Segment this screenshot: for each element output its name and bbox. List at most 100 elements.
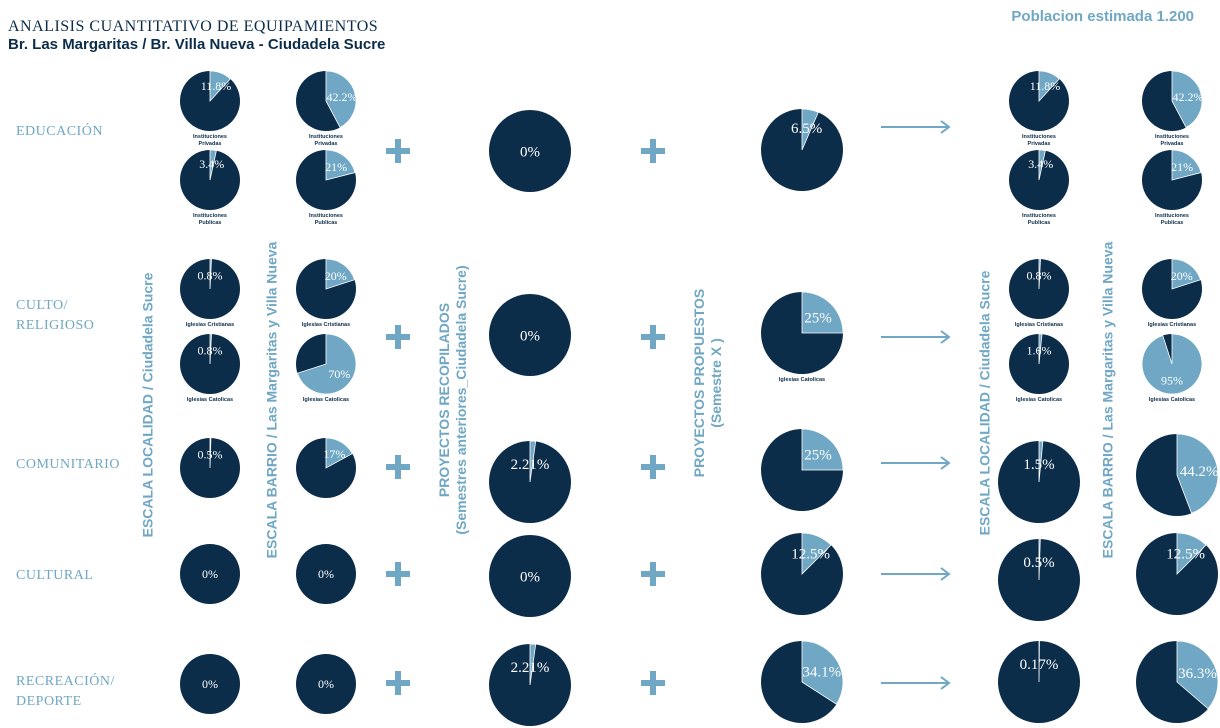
pie-value-label: 0.5%	[198, 448, 223, 462]
pie-caption: Iglesias Catolicas	[1137, 397, 1207, 404]
pie-value-label: 2.21%	[511, 457, 550, 473]
pie-chart: 2.21%	[487, 439, 573, 525]
pie-caption-line: Iglesias Cristianas	[1137, 322, 1207, 329]
pie-value-label: 0.8%	[198, 344, 223, 358]
pie-value-label: 2.21%	[511, 660, 550, 676]
pie-caption-line: Privadas	[1137, 141, 1207, 148]
vertical-label-result-localidad: ESCALA LOCALIDAD / Ciudadela Sucre	[977, 271, 994, 536]
pie-chart: 34.1%	[759, 639, 845, 725]
pie-caption-line: Instituciones	[1137, 213, 1207, 220]
pie-chart: 0%	[487, 533, 573, 619]
arrow-right-icon	[880, 456, 952, 470]
pie-chart: 2.21%	[487, 642, 573, 728]
plus-icon	[386, 139, 410, 163]
vertical-label-result-barrio: ESCALA BARRIO / Las Margaritas y Villa N…	[1100, 242, 1117, 559]
pie-chart: 0.5%	[996, 537, 1082, 623]
pie-caption-line: Iglesias Cristianas	[1004, 322, 1074, 329]
pie-chart: 0.5%	[178, 436, 242, 500]
pie-chart: 21%	[294, 148, 358, 212]
pie-caption: Iglesias Catolicas	[175, 397, 245, 404]
pie-value-label: 42.2%	[327, 90, 358, 104]
pie-caption-line: Privadas	[175, 141, 245, 148]
vertical-label-recopilados-line1: PROYECTOS RECOPILADOS	[436, 265, 453, 534]
plus-icon	[641, 325, 665, 349]
pie-value-label: 11.8%	[1030, 79, 1061, 93]
pie-chart: 44.2%	[1134, 432, 1220, 518]
pie-chart: 0%	[178, 652, 242, 716]
vertical-label-localidad: ESCALA LOCALIDAD / Ciudadela Sucre	[140, 273, 157, 538]
pie-caption-line: Iglesias Catolicas	[291, 397, 361, 404]
row-label-line: EDUCACIÓN	[16, 122, 103, 142]
pie-value-label: 95%	[1161, 374, 1183, 388]
pie-caption: Iglesias Cristianas	[1004, 322, 1074, 329]
arrow-right-icon	[880, 330, 952, 344]
pie-chart: 0%	[487, 108, 573, 194]
pie-chart: 0%	[294, 542, 358, 606]
row-label-line: COMUNITARIO	[16, 455, 120, 475]
pie-caption-line: Publicas	[175, 220, 245, 227]
pie-value-label: 20%	[1171, 269, 1193, 283]
pie-value-label: 20%	[325, 269, 347, 283]
pie-chart: 12.5%	[759, 531, 845, 617]
pie-value-label: 25%	[804, 447, 832, 463]
pie-value-label: 0.8%	[1027, 269, 1052, 283]
pie-value-label: 0%	[202, 567, 218, 581]
pie-caption: Iglesias Catolicas	[291, 397, 361, 404]
row-label-line: RECREACIÓN/	[16, 672, 115, 692]
pie-caption-line: Iglesias Catolicas	[175, 397, 245, 404]
pie-caption: Iglesias Catolicas	[1004, 397, 1074, 404]
pie-value-label: 25%	[804, 310, 832, 326]
pie-value-label: 0.17%	[1020, 657, 1059, 673]
pie-chart: 36.3%	[1134, 639, 1220, 725]
pie-chart: 0.17%	[996, 639, 1082, 725]
pie-caption-line: Instituciones	[291, 134, 361, 141]
pie-value-label: 0%	[318, 567, 334, 581]
pie-chart: 0%	[294, 652, 358, 716]
plus-icon	[641, 671, 665, 695]
pie-value-label: 70%	[328, 367, 350, 381]
plus-icon	[386, 671, 410, 695]
pie-value-label: 17%	[323, 447, 345, 461]
pie-caption-line: Publicas	[1004, 220, 1074, 227]
pie-caption-line: Privadas	[291, 141, 361, 148]
pie-value-label: 34.1%	[802, 664, 841, 680]
plus-icon	[386, 562, 410, 586]
pie-chart: 0%	[487, 292, 573, 378]
pie-chart: 25%	[759, 427, 845, 513]
vertical-label-propuestos: PROYECTOS PROPUESTOS (Semestre X )	[691, 289, 725, 478]
pie-value-label: 0%	[318, 677, 334, 691]
pie-value-label: 0%	[202, 677, 218, 691]
pie-value-label: 12.5%	[1166, 546, 1205, 562]
page-title: ANALISIS CUANTITATIVO DE EQUIPAMIENTOS	[8, 18, 378, 36]
plus-icon	[641, 455, 665, 479]
pie-caption-line: Instituciones	[1137, 134, 1207, 141]
row-label: CULTURAL	[16, 566, 93, 586]
row-label: EDUCACIÓN	[16, 122, 103, 142]
pie-chart: 42.2%	[294, 69, 358, 133]
pie-value-label: 42.2%	[1173, 90, 1204, 104]
pie-value-label: 0%	[520, 144, 540, 160]
row-label-line: RELIGIOSO	[16, 316, 94, 336]
row-label-line: CULTURAL	[16, 566, 93, 586]
pie-value-label: 0%	[520, 569, 540, 585]
pie-chart: 42.2%	[1140, 69, 1204, 133]
row-label: RECREACIÓN/DEPORTE	[16, 672, 115, 712]
plus-icon	[386, 325, 410, 349]
page-subtitle: Br. Las Margaritas / Br. Villa Nueva - C…	[8, 36, 385, 53]
pie-value-label: 0.5%	[1023, 555, 1054, 571]
pie-value-label: 21%	[1171, 160, 1193, 174]
plus-icon	[641, 562, 665, 586]
pie-chart: 3.4%	[178, 148, 242, 212]
pie-chart: 21%	[1140, 148, 1204, 212]
pie-chart: 0.8%	[1007, 257, 1071, 321]
pie-caption: Iglesias Catolicas	[767, 377, 837, 384]
pie-caption-line: Iglesias Cristianas	[175, 322, 245, 329]
pie-chart: 1.6%	[1007, 332, 1071, 396]
arrow-right-icon	[880, 120, 952, 134]
population-label: Poblacion estimada 1.200	[1011, 8, 1194, 25]
